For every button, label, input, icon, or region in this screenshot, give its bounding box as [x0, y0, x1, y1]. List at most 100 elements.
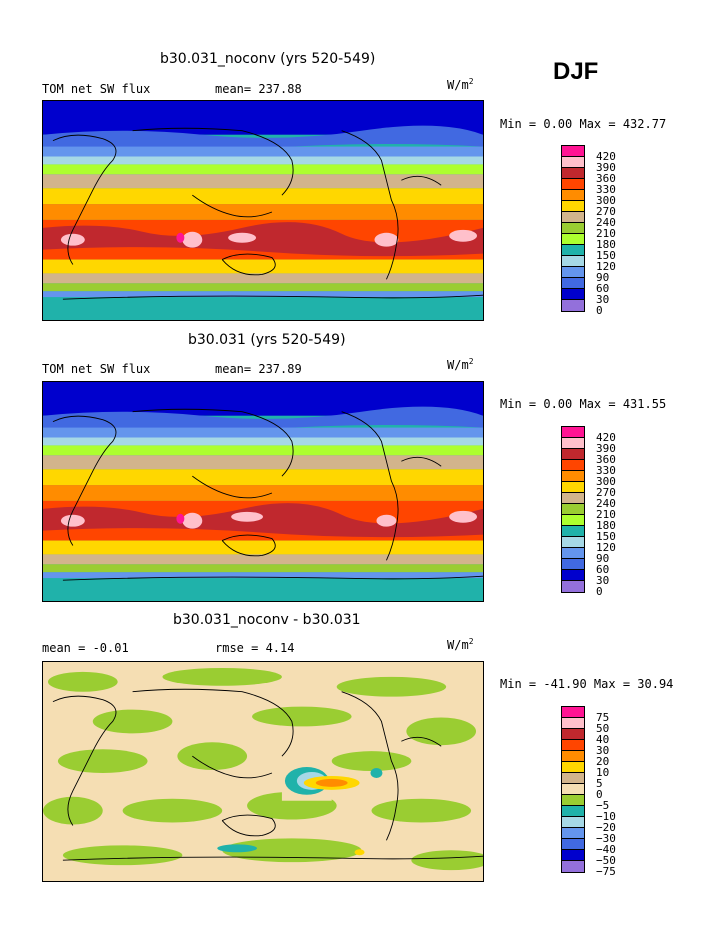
panel-3-mean: mean = -0.01	[42, 641, 129, 655]
panel-3-level-label: −5	[596, 799, 610, 812]
panel-1-level-label: 90	[596, 271, 610, 284]
panel-3-colorbar	[561, 706, 585, 873]
panel-1-level-label: 330	[596, 183, 616, 196]
panel-2-level-label: 240	[596, 497, 616, 510]
panel-3-swatch	[562, 718, 584, 729]
panel-3-level-label: −40	[596, 843, 616, 856]
panel-3-swatch	[562, 784, 584, 795]
panel-1-swatch	[562, 278, 584, 289]
panel-3-swatch	[562, 839, 584, 850]
panel-2-swatch	[562, 526, 584, 537]
panel-2-level-label: 390	[596, 442, 616, 455]
panel-1-swatch	[562, 300, 584, 311]
panel-1-level-label: 360	[596, 172, 616, 185]
panel-1-level-label: 300	[596, 194, 616, 207]
panel-3-swatch	[562, 740, 584, 751]
panel-1-level-label: 240	[596, 216, 616, 229]
panel-1-swatch	[562, 201, 584, 212]
panel-2-swatch	[562, 537, 584, 548]
panel-1-swatch	[562, 168, 584, 179]
panel-1-mean: mean= 237.88	[215, 82, 302, 96]
panel-3-level-label: 30	[596, 744, 610, 757]
panel-2-swatch	[562, 581, 584, 592]
panel-2-level-label: 330	[596, 464, 616, 477]
panel-2-swatch	[562, 482, 584, 493]
panel-2-level-label: 150	[596, 530, 616, 543]
panel-1-minmax: Min = 0.00 Max = 432.77	[500, 117, 667, 131]
panel-2-colorbar	[561, 426, 585, 593]
panel-1-field-label: TOM net SW flux	[42, 82, 151, 96]
panel-2-swatch	[562, 471, 584, 482]
panel-3-level-label: 40	[596, 733, 610, 746]
panel-1-level-label: 30	[596, 293, 610, 306]
panel-2-units: W/m2	[447, 357, 474, 372]
panel-2-level-label: 30	[596, 574, 610, 587]
panel-3-swatch	[562, 795, 584, 806]
panel-1-title: b30.031_noconv (yrs 520-549)	[160, 51, 376, 67]
panel-3-swatch	[562, 773, 584, 784]
panel-3-level-label: −20	[596, 821, 616, 834]
panel-2-level-label: 420	[596, 431, 616, 444]
panel-3-level-label: −10	[596, 810, 616, 823]
panel-3-title: b30.031_noconv - b30.031	[173, 612, 361, 628]
panel-1-swatch	[562, 245, 584, 256]
panel-3-swatch	[562, 850, 584, 861]
panel-1-swatch	[562, 289, 584, 300]
panel-2-level-label: 60	[596, 563, 610, 576]
panel-1-level-label: 390	[596, 161, 616, 174]
panel-1-level-label: 150	[596, 249, 616, 262]
panel-1-level-label: 60	[596, 282, 610, 295]
panel-2-swatch	[562, 460, 584, 471]
panel-3-level-label: −75	[596, 865, 616, 878]
panel-1-swatch	[562, 223, 584, 234]
season-label: DJF	[553, 58, 599, 85]
panel-3-swatch	[562, 707, 584, 718]
panel-1-swatch	[562, 179, 584, 190]
panel-3-swatch	[562, 729, 584, 740]
panel-2-level-label: 180	[596, 519, 616, 532]
panel-3-level-label: −30	[596, 832, 616, 845]
panel-2-swatch	[562, 438, 584, 449]
panel-1-level-label: 180	[596, 238, 616, 251]
panel-3-level-label: 0	[596, 788, 603, 801]
panel-2-level-label: 360	[596, 453, 616, 466]
panel-1-map	[42, 100, 484, 321]
panel-3-swatch	[562, 762, 584, 773]
panel-2-map	[42, 381, 484, 602]
panel-1-colorbar	[561, 145, 585, 312]
panel-3-level-label: 50	[596, 722, 610, 735]
panel-1-level-label: 120	[596, 260, 616, 273]
panel-2-swatch	[562, 548, 584, 559]
panel-3-level-label: 75	[596, 711, 610, 724]
panel-3-swatch	[562, 806, 584, 817]
panel-1-swatch	[562, 234, 584, 245]
panel-3-rmse: rmse = 4.14	[215, 641, 295, 655]
panel-3-swatch	[562, 828, 584, 839]
panel-2-swatch	[562, 570, 584, 581]
panel-2-title: b30.031 (yrs 520-549)	[188, 332, 346, 348]
panel-2-level-label: 0	[596, 585, 603, 598]
panel-2-level-label: 90	[596, 552, 610, 565]
panel-2-swatch	[562, 515, 584, 526]
panel-2-swatch	[562, 427, 584, 438]
panel-2-swatch	[562, 449, 584, 460]
panel-1-swatch	[562, 256, 584, 267]
panel-1-level-label: 420	[596, 150, 616, 163]
panel-3-map	[42, 661, 484, 882]
panel-1-level-label: 0	[596, 304, 603, 317]
panel-1-swatch	[562, 267, 584, 278]
panel-2-swatch	[562, 559, 584, 570]
panel-1-level-label: 210	[596, 227, 616, 240]
panel-3-minmax: Min = -41.90 Max = 30.94	[500, 677, 674, 691]
panel-2-level-label: 270	[596, 486, 616, 499]
panel-2-level-label: 120	[596, 541, 616, 554]
panel-2-level-label: 300	[596, 475, 616, 488]
panel-2-swatch	[562, 493, 584, 504]
panel-1-units: W/m2	[447, 77, 474, 92]
panel-2-swatch	[562, 504, 584, 515]
panel-1-swatch	[562, 157, 584, 168]
panel-3-swatch	[562, 861, 584, 872]
panel-2-field-label: TOM net SW flux	[42, 362, 151, 376]
panel-3-level-label: 10	[596, 766, 610, 779]
panel-1-swatch	[562, 212, 584, 223]
